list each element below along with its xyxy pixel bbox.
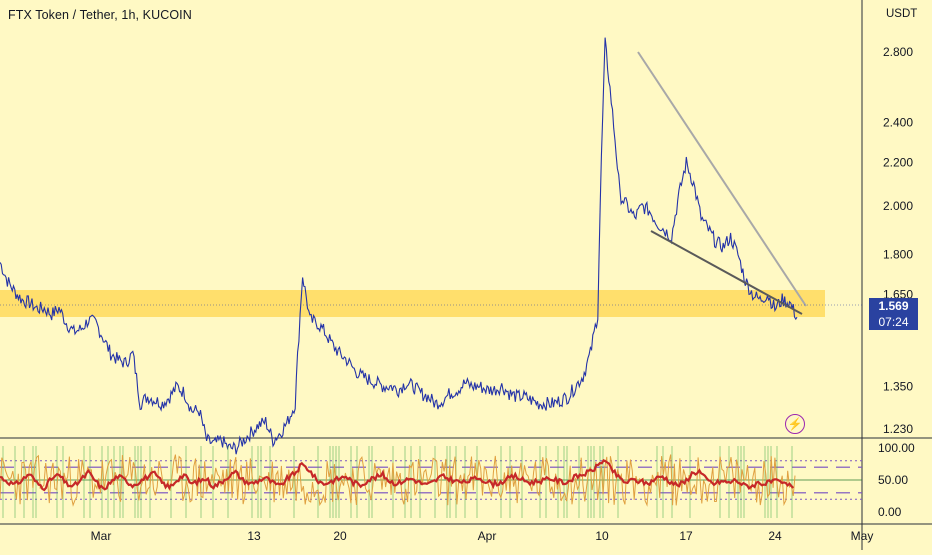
upper-trendline[interactable] xyxy=(637,51,807,307)
lightning-icon[interactable]: ⚡ xyxy=(785,414,805,434)
time-tick-label: Mar xyxy=(91,529,112,543)
osc-main-line[interactable] xyxy=(0,459,795,492)
time-tick-label: 17 xyxy=(679,529,693,543)
price-tick-label: 1.350 xyxy=(883,379,913,393)
time-tick-label: 20 xyxy=(333,529,347,543)
price-tick-label: 2.400 xyxy=(883,116,913,130)
price-tick-label: 1.800 xyxy=(883,248,913,262)
price-tick-label: 2.000 xyxy=(883,199,913,213)
currency-label[interactable]: USDT xyxy=(886,8,918,20)
price-series-line[interactable] xyxy=(0,37,798,455)
countdown-badge: 07:24 xyxy=(869,314,918,330)
time-tick-label: May xyxy=(851,529,874,543)
time-tick-label: 24 xyxy=(768,529,782,543)
osc-tick-label: 100.00 xyxy=(878,441,915,455)
time-tick-label: Apr xyxy=(478,529,497,543)
osc-tick-label: 50.00 xyxy=(878,473,908,487)
price-tick-label: 1.230 xyxy=(883,422,913,436)
price-tick-label: 2.800 xyxy=(883,45,913,59)
time-tick-label: 10 xyxy=(595,529,609,543)
osc-tick-label: 0.00 xyxy=(878,505,902,519)
price-tick-label: 2.200 xyxy=(883,156,913,170)
symbol-title[interactable]: FTX Token / Tether, 1h, KUCOIN xyxy=(8,8,192,22)
lower-trendline[interactable] xyxy=(650,230,803,315)
support-zone[interactable] xyxy=(0,290,825,317)
osc-signal-line[interactable] xyxy=(0,454,796,507)
price-tick-label: 1.650 xyxy=(883,287,913,301)
last-price-badge: 1.569 xyxy=(869,298,918,314)
time-tick-label: 13 xyxy=(247,529,261,543)
